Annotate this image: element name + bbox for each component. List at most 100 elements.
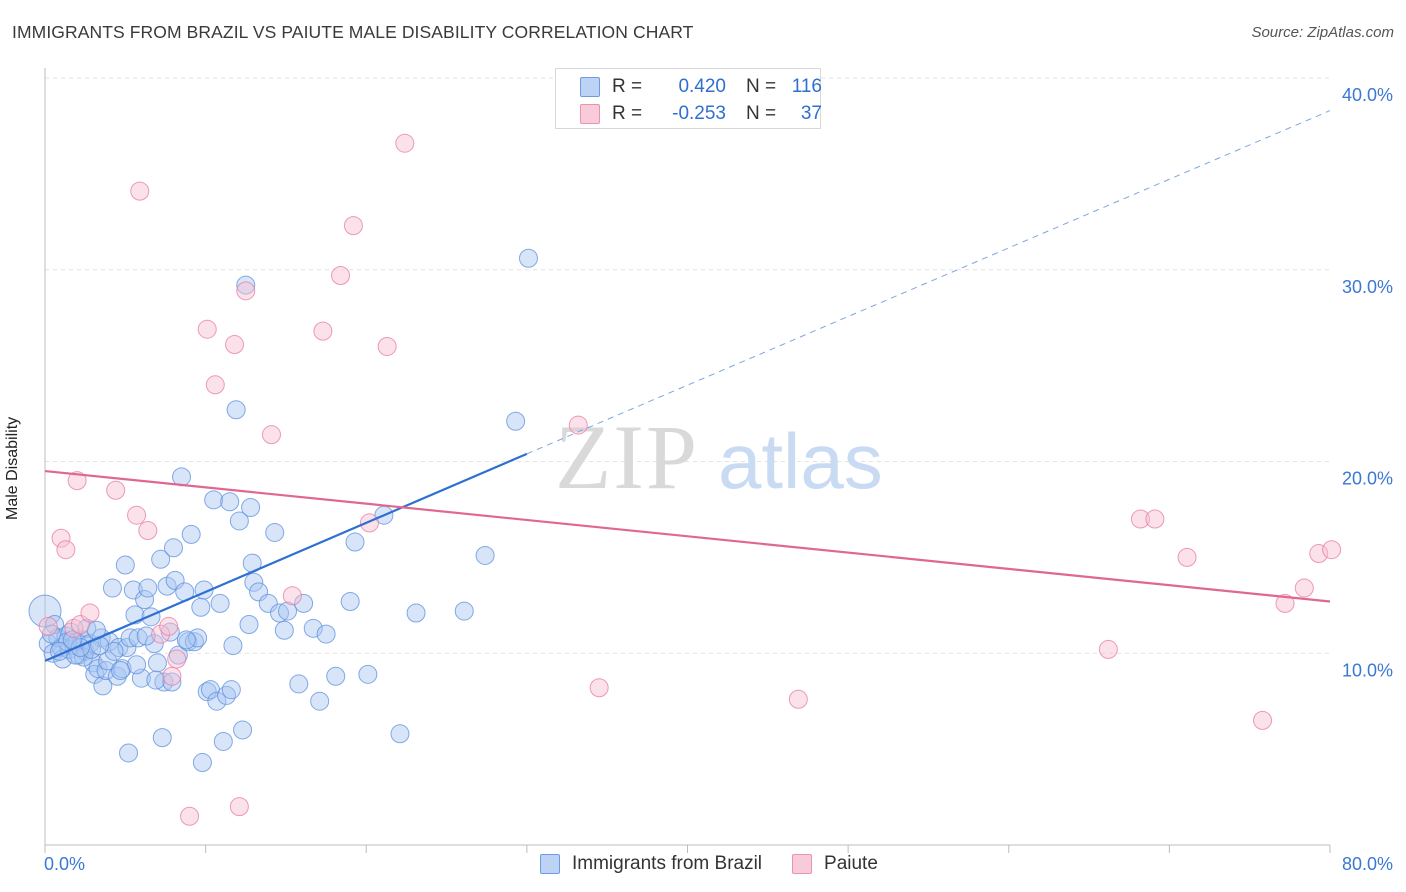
watermark-zip: ZIP <box>555 406 699 508</box>
axes <box>44 68 1331 853</box>
brazil-point <box>98 651 118 671</box>
brazil-point <box>289 674 309 694</box>
paiute-point <box>313 321 333 341</box>
brazil-point <box>303 618 323 638</box>
paiute-point <box>197 319 217 339</box>
brazil-point <box>127 655 147 675</box>
stats-row-paiute: R = -0.253 N = 37 <box>580 101 822 127</box>
r-value: 0.420 <box>678 76 726 97</box>
paiute-point <box>331 266 351 286</box>
paiute-point <box>159 616 179 636</box>
brazil-point <box>241 498 261 518</box>
brazil-point <box>229 511 249 531</box>
paiute-point <box>1253 710 1273 730</box>
brazil-point <box>93 676 113 696</box>
brazil-point <box>119 743 139 763</box>
paiute-legend-swatch <box>792 854 813 874</box>
brazil-point <box>85 664 105 684</box>
brazil-point <box>204 490 224 510</box>
series-paiute-points <box>38 133 1342 826</box>
y-tick-label: 40.0% <box>1342 85 1393 105</box>
paiute-point <box>343 216 363 236</box>
brazil-point <box>184 632 204 652</box>
brazil-trend-extension <box>526 110 1331 455</box>
paiute-point <box>1275 593 1295 613</box>
grid-lines <box>45 77 1330 654</box>
legend-label-brazil: Immigrants from Brazil <box>572 853 763 874</box>
brazil-point <box>152 728 172 748</box>
brazil-point <box>258 593 278 613</box>
brazil-point <box>358 664 378 684</box>
y-tick-label: 20.0% <box>1342 469 1393 489</box>
r-value: -0.253 <box>672 103 726 124</box>
brazil-point <box>210 593 230 613</box>
series-brazil-points <box>28 248 538 773</box>
brazil-point <box>164 538 183 558</box>
data-points <box>28 133 1342 826</box>
r-label: R = <box>612 76 643 97</box>
brazil-point <box>239 614 259 634</box>
n-value: 116 <box>791 76 822 97</box>
brazil-point <box>270 603 290 623</box>
x-tick-label-max: 80.0% <box>1342 854 1393 874</box>
brazil-point <box>390 724 410 744</box>
brazil-point <box>506 411 526 431</box>
brazil-point <box>88 659 108 679</box>
paiute-point <box>1098 639 1118 659</box>
brazil-point <box>475 545 495 565</box>
brazil-point <box>278 601 298 621</box>
paiute-point <box>1177 547 1197 567</box>
legend-label-paiute: Paiute <box>824 853 878 874</box>
paiute-point <box>162 666 182 686</box>
brazil-point <box>221 680 241 700</box>
paiute-point <box>395 133 415 153</box>
tick-labels: 10.0% 20.0% 30.0% 40.0% 0.0% 80.0% <box>44 85 1393 874</box>
brazil-point <box>197 682 217 702</box>
brazil-point <box>41 624 61 644</box>
trend-lines <box>44 110 1331 662</box>
chart-title: IMMIGRANTS FROM BRAZIL VS PAIUTE MALE DI… <box>12 22 694 42</box>
paiute-point <box>1322 540 1342 560</box>
brazil-point <box>115 555 135 575</box>
brazil-point <box>151 549 171 569</box>
paiute-point <box>167 649 187 669</box>
brazil-point <box>274 620 294 640</box>
brazil-point <box>172 467 192 487</box>
brazil-point <box>244 572 264 592</box>
brazil-point <box>207 691 227 711</box>
brazil-point <box>135 590 155 610</box>
brazil-point <box>265 522 285 542</box>
paiute-point <box>180 806 200 826</box>
x-tick-label-min: 0.0% <box>44 854 85 874</box>
paiute-point <box>1294 578 1314 598</box>
brazil-point <box>120 628 140 648</box>
paiute-point <box>359 513 379 533</box>
brazil-point <box>223 636 243 656</box>
brazil-point <box>96 661 116 681</box>
paiute-point <box>130 181 150 201</box>
n-value: 37 <box>800 103 822 124</box>
brazil-point <box>176 630 196 650</box>
series-legend: Immigrants from Brazil Paiute <box>540 852 908 876</box>
brazil-trend-line <box>44 452 528 662</box>
brazil-point <box>181 524 201 544</box>
paiute-point <box>56 540 76 560</box>
brazil-point <box>144 634 164 654</box>
source-label: Source: ZipAtlas.com <box>1251 24 1394 41</box>
legend-item-brazil[interactable]: Immigrants from Brazil <box>540 853 762 875</box>
brazil-point <box>310 691 330 711</box>
brazil-point <box>146 670 166 690</box>
brazil-point <box>110 661 130 681</box>
brazil-point <box>102 578 122 598</box>
legend-item-paiute[interactable]: Paiute <box>792 853 878 875</box>
paiute-point <box>205 375 225 395</box>
paiute-point <box>1309 544 1329 564</box>
brazil-point <box>192 753 212 773</box>
n-label: N = <box>746 103 777 124</box>
brazil-point <box>104 641 124 661</box>
paiute-point <box>106 480 126 500</box>
paiute-point <box>138 521 158 541</box>
brazil-point <box>213 731 233 751</box>
r-label: R = <box>612 103 643 124</box>
